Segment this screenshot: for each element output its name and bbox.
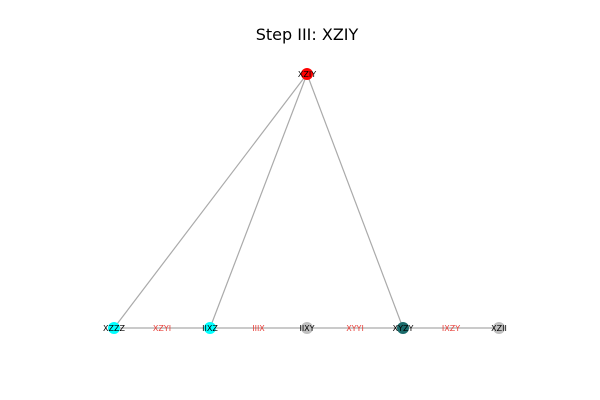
edges-group xyxy=(113,73,499,329)
edge-labels-group: XZYI IIIX XYYI IXZY xyxy=(153,324,460,333)
node-marker-root xyxy=(301,68,313,80)
node-marker-n2 xyxy=(204,322,216,334)
node-n4: XYZY xyxy=(393,322,414,334)
diagram-title: Step III: XZIY xyxy=(256,25,359,44)
edge-label-n2-n3: IIIX xyxy=(252,324,265,333)
node-root: XZIY xyxy=(298,68,316,80)
node-n5: XZII xyxy=(491,322,507,334)
node-marker-n3 xyxy=(301,322,313,334)
node-label-n3: IIXY xyxy=(299,324,314,333)
edge-label-n4-n5: IXZY xyxy=(442,324,460,333)
node-label-n5: XZII xyxy=(491,324,507,333)
edge-label-n1-n2: XZYI xyxy=(153,324,171,333)
edge-root-n4 xyxy=(306,73,404,329)
node-marker-n1 xyxy=(108,322,120,334)
node-label-root: XZIY xyxy=(298,70,316,79)
node-label-n2: IIXZ xyxy=(202,324,218,333)
edge-root-n2 xyxy=(209,73,308,329)
node-label-n4: XYZY xyxy=(393,324,414,333)
nodes-group: XZIY XZZZ IIXZ IIXY XYZY XZII xyxy=(103,68,507,334)
edge-root-n1 xyxy=(113,73,308,329)
node-n2: IIXZ xyxy=(202,322,218,334)
node-label-n1: XZZZ xyxy=(103,324,125,333)
node-marker-n4 xyxy=(397,322,409,334)
node-n3: IIXY xyxy=(299,322,315,334)
edge-label-n3-n4: XYYI xyxy=(346,324,364,333)
node-marker-n5 xyxy=(493,322,505,334)
node-n1: XZZZ xyxy=(103,322,125,334)
